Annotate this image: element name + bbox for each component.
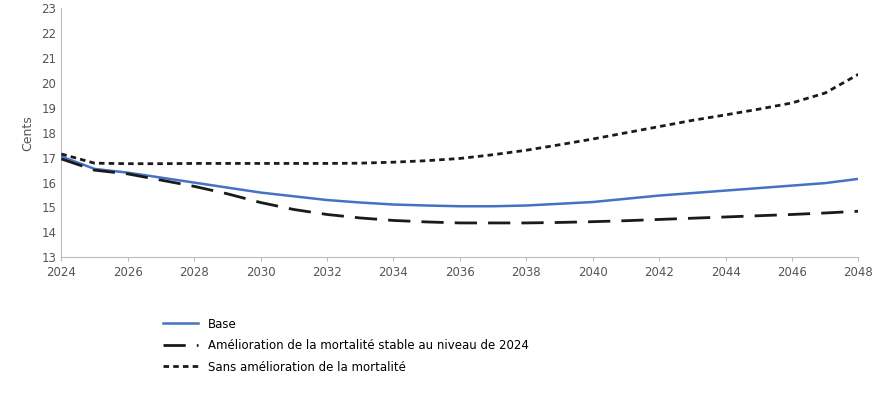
Sans amélioration de la mortalité (687, 118, 697, 123)
Amélioration de la mortalité stable au niveau de 2024 (156, 178, 166, 183)
Sans amélioration de la mortalité (488, 152, 498, 157)
Sans amélioration de la mortalité (256, 161, 266, 166)
Base (853, 176, 864, 181)
Line: Amélioration de la mortalité stable au niveau de 2024: Amélioration de la mortalité stable au n… (61, 159, 858, 223)
Y-axis label: Cents: Cents (22, 115, 34, 151)
Sans amélioration de la mortalité (753, 107, 764, 112)
Amélioration de la mortalité stable au niveau de 2024 (820, 210, 830, 215)
Base (820, 181, 830, 186)
Sans amélioration de la mortalité (421, 158, 432, 163)
Amélioration de la mortalité stable au niveau de 2024 (588, 219, 598, 224)
Base (421, 203, 432, 208)
Base (621, 196, 632, 201)
Legend: Base, Amélioration de la mortalité stable au niveau de 2024, Sans amélioration d: Base, Amélioration de la mortalité stabl… (163, 318, 528, 374)
Base (123, 170, 133, 175)
Sans amélioration de la mortalité (189, 161, 200, 166)
Sans amélioration de la mortalité (853, 72, 864, 77)
Sans amélioration de la mortalité (388, 160, 399, 165)
Amélioration de la mortalité stable au niveau de 2024 (455, 220, 465, 225)
Amélioration de la mortalité stable au niveau de 2024 (189, 184, 200, 189)
Base (156, 175, 166, 180)
Sans amélioration de la mortalité (123, 161, 133, 166)
Sans amélioration de la mortalité (621, 130, 632, 135)
Sans amélioration de la mortalité (521, 148, 532, 153)
Base (720, 188, 731, 193)
Amélioration de la mortalité stable au niveau de 2024 (123, 171, 133, 176)
Base (355, 200, 365, 205)
Amélioration de la mortalité stable au niveau de 2024 (654, 217, 665, 222)
Amélioration de la mortalité stable au niveau de 2024 (488, 220, 498, 225)
Amélioration de la mortalité stable au niveau de 2024 (853, 209, 864, 214)
Base (753, 186, 764, 190)
Amélioration de la mortalité stable au niveau de 2024 (355, 215, 365, 220)
Sans amélioration de la mortalité (787, 100, 797, 105)
Amélioration de la mortalité stable au niveau de 2024 (56, 156, 67, 161)
Sans amélioration de la mortalité (588, 137, 598, 142)
Amélioration de la mortalité stable au niveau de 2024 (753, 213, 764, 218)
Base (288, 194, 299, 199)
Base (455, 204, 465, 209)
Base (256, 190, 266, 195)
Sans amélioration de la mortalité (654, 124, 665, 129)
Base (555, 201, 565, 206)
Sans amélioration de la mortalité (555, 142, 565, 147)
Amélioration de la mortalité stable au niveau de 2024 (720, 215, 731, 220)
Line: Base: Base (61, 156, 858, 206)
Sans amélioration de la mortalité (720, 112, 731, 117)
Base (56, 154, 67, 159)
Sans amélioration de la mortalité (156, 161, 166, 166)
Base (654, 193, 665, 198)
Amélioration de la mortalité stable au niveau de 2024 (89, 168, 100, 173)
Sans amélioration de la mortalité (321, 161, 332, 166)
Amélioration de la mortalité stable au niveau de 2024 (521, 220, 532, 225)
Sans amélioration de la mortalité (820, 90, 830, 95)
Base (388, 202, 399, 207)
Amélioration de la mortalité stable au niveau de 2024 (256, 200, 266, 205)
Line: Sans amélioration de la mortalité: Sans amélioration de la mortalité (61, 74, 858, 164)
Base (89, 166, 100, 171)
Sans amélioration de la mortalité (89, 161, 100, 166)
Amélioration de la mortalité stable au niveau de 2024 (787, 212, 797, 217)
Amélioration de la mortalité stable au niveau de 2024 (421, 220, 432, 225)
Amélioration de la mortalité stable au niveau de 2024 (621, 218, 632, 223)
Base (189, 180, 200, 185)
Base (687, 190, 697, 195)
Base (787, 183, 797, 188)
Base (223, 185, 233, 190)
Amélioration de la mortalité stable au niveau de 2024 (321, 212, 332, 217)
Amélioration de la mortalité stable au niveau de 2024 (687, 216, 697, 221)
Amélioration de la mortalité stable au niveau de 2024 (388, 218, 399, 223)
Base (321, 198, 332, 203)
Sans amélioration de la mortalité (355, 161, 365, 166)
Base (521, 203, 532, 208)
Amélioration de la mortalité stable au niveau de 2024 (288, 207, 299, 212)
Sans amélioration de la mortalité (455, 156, 465, 161)
Sans amélioration de la mortalité (223, 161, 233, 166)
Amélioration de la mortalité stable au niveau de 2024 (223, 191, 233, 196)
Base (588, 200, 598, 205)
Base (488, 204, 498, 209)
Sans amélioration de la mortalité (288, 161, 299, 166)
Sans amélioration de la mortalité (56, 151, 67, 156)
Amélioration de la mortalité stable au niveau de 2024 (555, 220, 565, 225)
